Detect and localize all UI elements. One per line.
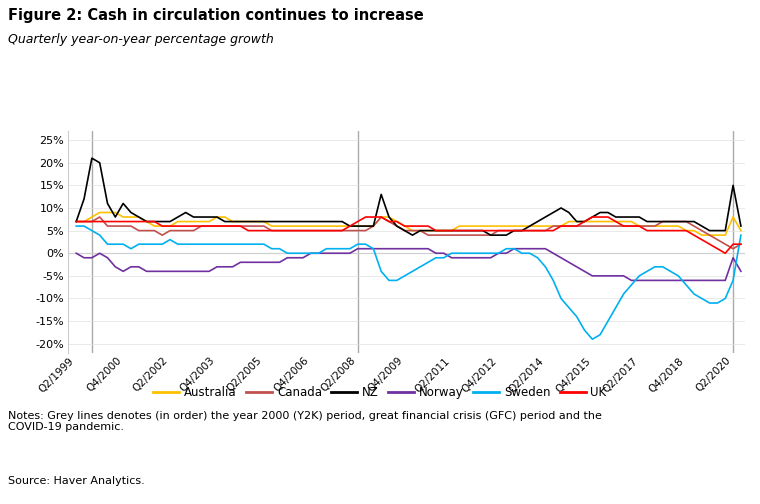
Sweden <box>587 336 597 342</box>
Norway <box>142 268 151 274</box>
Line: Norway: Norway <box>76 248 741 280</box>
Canada <box>587 223 597 229</box>
UK <box>642 228 651 234</box>
Legend: Australia, Canada, NZ, Norway, Sweden, UK: Australia, Canada, NZ, Norway, Sweden, U… <box>149 382 611 404</box>
Norway <box>71 250 81 256</box>
Canada <box>111 223 120 229</box>
NZ <box>400 228 409 234</box>
Sweden <box>103 241 112 247</box>
Canada <box>642 223 651 229</box>
Norway <box>587 273 597 279</box>
Canada <box>87 219 97 225</box>
Australia <box>87 214 97 220</box>
UK <box>142 219 151 225</box>
NZ <box>596 210 605 216</box>
Norway <box>353 245 363 251</box>
Canada <box>400 228 409 234</box>
UK <box>736 241 746 247</box>
Text: Source: Haver Analytics.: Source: Haver Analytics. <box>8 476 144 486</box>
NZ <box>736 223 746 229</box>
Australia <box>150 223 159 229</box>
Australia <box>736 228 746 234</box>
Canada <box>150 228 159 234</box>
NZ <box>150 219 159 225</box>
NZ <box>87 155 97 161</box>
Text: Figure 2: Cash in circulation continues to increase: Figure 2: Cash in circulation continues … <box>8 8 423 23</box>
Norway <box>87 255 97 261</box>
UK <box>361 214 370 220</box>
Line: Sweden: Sweden <box>76 226 741 339</box>
Sweden <box>87 228 97 234</box>
Sweden <box>736 232 746 238</box>
Australia <box>587 219 597 225</box>
Australia <box>400 223 409 229</box>
Australia <box>642 223 651 229</box>
UK <box>71 219 81 225</box>
UK <box>720 250 730 256</box>
Sweden <box>642 268 651 274</box>
Australia <box>111 210 120 216</box>
NZ <box>95 160 104 166</box>
NZ <box>71 219 81 225</box>
NZ <box>651 219 660 225</box>
Canada <box>95 214 104 220</box>
Canada <box>729 245 738 251</box>
NZ <box>111 214 120 220</box>
Norway <box>400 245 409 251</box>
Australia <box>71 219 81 225</box>
Norway <box>103 255 112 261</box>
Norway <box>627 277 636 283</box>
Text: Quarterly year-on-year percentage growth: Quarterly year-on-year percentage growth <box>8 33 274 46</box>
Sweden <box>142 241 151 247</box>
Canada <box>71 219 81 225</box>
UK <box>400 223 409 229</box>
Line: UK: UK <box>76 217 741 253</box>
UK <box>103 219 112 225</box>
Australia <box>95 210 104 216</box>
Line: Canada: Canada <box>76 217 741 248</box>
NZ <box>408 232 417 238</box>
Norway <box>651 277 660 283</box>
Line: NZ: NZ <box>76 158 741 235</box>
Line: Australia: Australia <box>76 213 741 235</box>
Sweden <box>392 277 401 283</box>
Norway <box>736 268 746 274</box>
Australia <box>697 232 706 238</box>
Sweden <box>580 327 589 333</box>
UK <box>87 219 97 225</box>
UK <box>587 214 597 220</box>
Sweden <box>71 223 81 229</box>
Text: Notes: Grey lines denotes (in order) the year 2000 (Y2K) period, great financial: Notes: Grey lines denotes (in order) the… <box>8 411 601 432</box>
Canada <box>736 241 746 247</box>
